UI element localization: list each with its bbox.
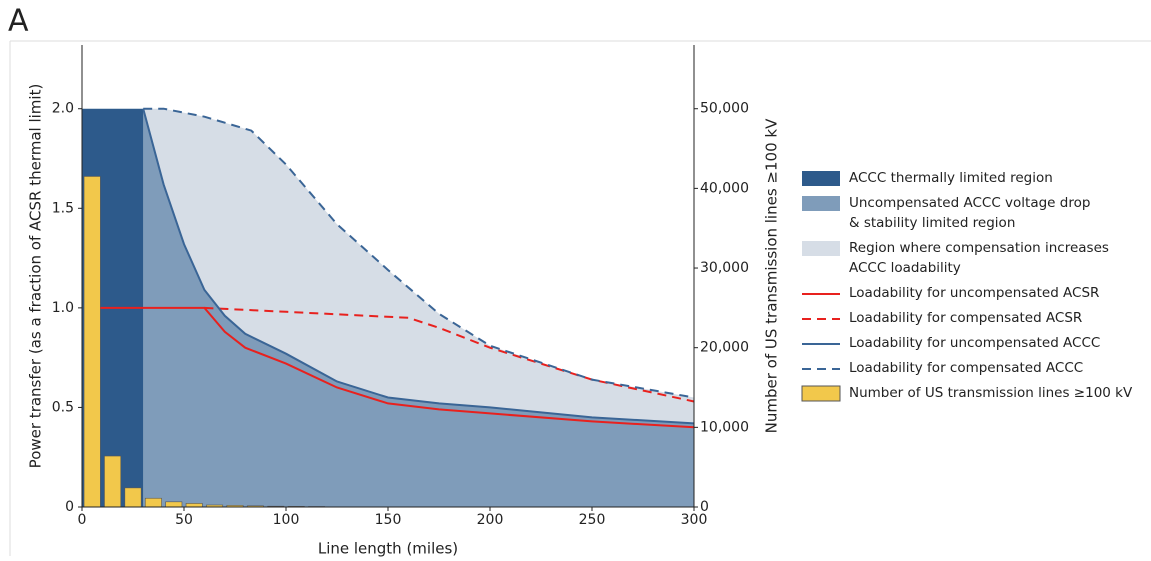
legend-patch bbox=[802, 196, 840, 211]
bars bbox=[83, 176, 326, 508]
y-tick-label: 0.5 bbox=[52, 399, 74, 415]
legend-item: Loadability for uncompensated ACCC bbox=[800, 333, 1132, 353]
y-tick-label: 1.0 bbox=[52, 300, 74, 316]
legend-item: ACCC thermally limited region bbox=[800, 168, 1132, 188]
legend-patch bbox=[801, 385, 841, 402]
panel-label: A bbox=[8, 4, 29, 39]
legend-swatch bbox=[802, 171, 840, 186]
legend-swatch bbox=[802, 196, 840, 211]
histogram-bar bbox=[104, 455, 122, 508]
legend-swatch bbox=[802, 368, 840, 370]
legend-label: Loadability for compensated ACCC bbox=[849, 360, 1084, 376]
legend-patch bbox=[802, 171, 840, 186]
lines bbox=[100, 107, 695, 429]
y2-axis-label: Number of US transmission lines ≥100 kV bbox=[763, 118, 781, 433]
legend-item: Region where compensation increases ACCC… bbox=[800, 238, 1132, 278]
histogram-bar bbox=[83, 176, 101, 508]
legend-swatch bbox=[802, 293, 840, 295]
legend-swatch bbox=[802, 318, 840, 320]
line bbox=[100, 306, 695, 429]
histogram-bar bbox=[185, 503, 203, 508]
y-axis-label: Power transfer (as a fraction of ACSR th… bbox=[27, 84, 45, 469]
legend-item: Loadability for compensated ACSR bbox=[800, 308, 1132, 328]
y2-tick-label: 40,000 bbox=[700, 180, 749, 196]
x-tick-label: 50 bbox=[175, 512, 193, 528]
legend-item: Number of US transmission lines ≥100 kV bbox=[800, 383, 1132, 403]
x-axis-label: Line length (miles) bbox=[318, 540, 458, 558]
x-tick-label: 0 bbox=[78, 512, 87, 528]
legend-label: Loadability for compensated ACSR bbox=[849, 310, 1083, 326]
x-tick-label: 250 bbox=[579, 512, 606, 528]
legend: ACCC thermally limited region Uncompensat… bbox=[800, 168, 1132, 408]
y2-tick-label: 50,000 bbox=[700, 101, 749, 117]
axes: 0 50 100 150 200 250 30000.51.01.52.0010,00020… bbox=[52, 45, 749, 528]
legend-patch bbox=[802, 241, 840, 256]
y2-tick-label: 0 bbox=[700, 499, 709, 515]
legend-label: Number of US transmission lines ≥100 kV bbox=[849, 385, 1133, 401]
legend-swatch bbox=[802, 343, 840, 345]
x-tick-label: 150 bbox=[375, 512, 402, 528]
legend-swatch bbox=[802, 241, 840, 256]
y-tick-label: 2.0 bbox=[52, 101, 74, 117]
y-tick-label: 0 bbox=[65, 499, 74, 515]
histogram-bar bbox=[144, 497, 162, 508]
legend-label: ACCC thermally limited region bbox=[849, 170, 1053, 186]
x-tick-label: 200 bbox=[477, 512, 504, 528]
y2-tick-label: 10,000 bbox=[700, 419, 749, 435]
histogram-bar bbox=[124, 487, 142, 508]
legend-label: Loadability for uncompensated ACCC bbox=[849, 335, 1101, 351]
legend-item: Uncompensated ACCC voltage drop & stabil… bbox=[800, 193, 1132, 233]
legend-label: Region where compensation increases ACCC… bbox=[849, 240, 1109, 276]
legend-item: Loadability for uncompensated ACSR bbox=[800, 283, 1132, 303]
x-tick-label: 300 bbox=[681, 512, 708, 528]
histogram-bar bbox=[165, 501, 183, 508]
line bbox=[142, 108, 695, 425]
y2-tick-label: 20,000 bbox=[700, 340, 749, 356]
legend-label: Uncompensated ACCC voltage drop & stabil… bbox=[849, 195, 1091, 231]
y-tick-label: 1.5 bbox=[52, 200, 74, 216]
area bbox=[143, 108, 694, 507]
x-tick-label: 100 bbox=[273, 512, 300, 528]
y2-tick-label: 30,000 bbox=[700, 260, 749, 276]
legend-label: Loadability for uncompensated ACSR bbox=[849, 285, 1100, 301]
legend-swatch bbox=[801, 385, 841, 402]
legend-item: Loadability for compensated ACCC bbox=[800, 358, 1132, 378]
